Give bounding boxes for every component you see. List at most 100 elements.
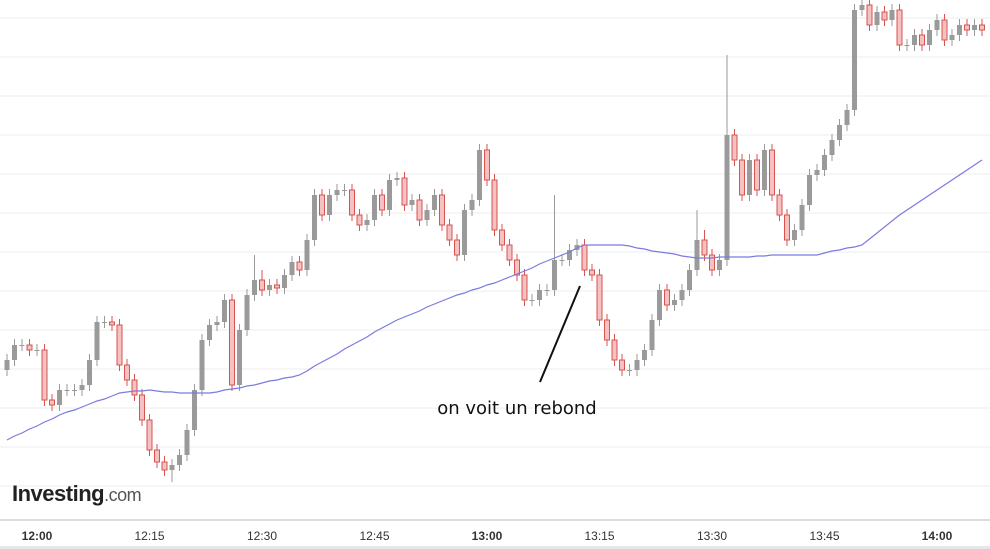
candle-body	[552, 260, 557, 290]
brand-logo: Investing.com	[12, 481, 141, 506]
candle-body	[102, 322, 107, 323]
candle-body	[192, 390, 197, 430]
candle-body	[64, 390, 70, 391]
candle-body	[814, 170, 820, 175]
candle-body	[409, 200, 415, 205]
x-tick-label: 13:45	[809, 529, 839, 543]
annotation: on voit un rebond	[437, 398, 596, 419]
candle-body	[49, 399, 55, 406]
candle-body	[957, 25, 962, 35]
candle-body	[934, 20, 940, 30]
candle-body	[949, 35, 955, 40]
candle-body	[701, 239, 708, 256]
candle-body	[747, 160, 752, 195]
scroll-bar	[0, 546, 990, 549]
candle-body	[724, 135, 730, 260]
candle-body	[214, 322, 220, 325]
candle-body	[274, 284, 280, 289]
candle-body	[979, 24, 985, 31]
x-tick-label: 12:45	[359, 529, 389, 543]
candle-body	[4, 360, 10, 370]
candle-body	[941, 19, 948, 41]
candle-body	[79, 385, 85, 390]
candle-body	[731, 134, 738, 161]
candle-body	[462, 210, 467, 255]
candle-body	[12, 345, 17, 360]
candle-body	[94, 322, 100, 360]
x-tick-label: 12:15	[134, 529, 164, 543]
candle-body	[807, 175, 812, 205]
candle-body	[964, 24, 970, 31]
candle-body	[581, 244, 588, 271]
candle-body	[589, 269, 595, 276]
candle-body	[267, 285, 272, 290]
candle-body	[889, 10, 895, 20]
candle-body	[634, 360, 640, 370]
candle-body	[679, 290, 685, 300]
candle-body	[596, 274, 603, 321]
candle-body	[439, 194, 445, 226]
candle-body	[379, 194, 385, 211]
candle-body	[619, 359, 625, 371]
candle-body	[491, 179, 498, 231]
candle-body	[177, 455, 182, 465]
candle-body	[739, 159, 745, 196]
candle-body	[859, 5, 865, 10]
candle-body	[657, 290, 662, 320]
candle-body	[529, 300, 535, 301]
candle-body	[559, 260, 565, 261]
candle-body	[881, 11, 888, 21]
candle-body	[424, 210, 430, 220]
candle-body	[521, 274, 528, 301]
candle-body	[477, 150, 482, 200]
candle-body	[784, 214, 790, 241]
candle-body	[927, 30, 932, 45]
candle-body	[432, 195, 437, 210]
candle-body	[26, 344, 33, 351]
x-tick-label: 12:00	[22, 529, 53, 543]
candle-body	[312, 195, 317, 240]
moving-average-line	[6, 159, 983, 441]
candle-body	[131, 379, 138, 396]
x-tick-label: 14:00	[922, 529, 953, 543]
candle-body	[446, 224, 453, 241]
candle-body	[169, 465, 175, 470]
candle-body	[394, 178, 400, 180]
candle-body	[709, 254, 715, 271]
candle-body	[146, 419, 153, 451]
x-tick-label: 13:15	[584, 529, 614, 543]
candle-body	[694, 240, 700, 270]
candle-body	[664, 289, 670, 306]
candle-body	[544, 290, 550, 291]
candle-body	[469, 200, 475, 210]
candle-body	[537, 290, 542, 300]
candle-body	[154, 449, 160, 463]
candle-body	[19, 345, 25, 346]
brand-suffix: .com	[104, 485, 141, 505]
candle-body	[506, 244, 513, 261]
candle-body	[874, 12, 880, 25]
candle-body	[334, 190, 340, 195]
candle-body	[161, 461, 168, 471]
candle-body	[401, 177, 408, 206]
candle-body	[356, 214, 363, 226]
candle-body	[852, 10, 857, 110]
x-tick-label: 13:30	[697, 529, 727, 543]
candle-body	[904, 45, 910, 46]
x-tick-label: 12:30	[247, 529, 277, 543]
brand-name: Investing	[12, 481, 104, 506]
candle-body	[304, 240, 310, 270]
candle-body	[199, 340, 205, 390]
candle-body	[387, 180, 392, 210]
candle-body	[799, 205, 805, 230]
candle-body	[604, 319, 610, 341]
candle-body	[342, 190, 347, 191]
candle-body	[237, 330, 242, 385]
candle-body	[769, 149, 775, 196]
candle-body	[627, 370, 632, 371]
candle-body	[567, 250, 572, 260]
candle-body	[229, 299, 235, 386]
candle-body	[762, 150, 767, 190]
candle-body	[364, 220, 370, 225]
